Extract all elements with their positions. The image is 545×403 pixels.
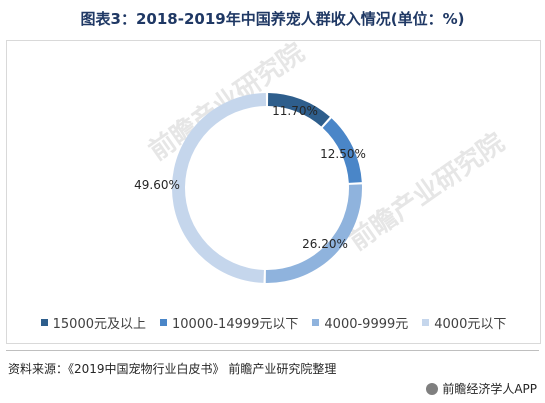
data-label: 11.70% [272,104,318,118]
brand-label: 前瞻经济学人APP [442,382,537,396]
legend-swatch [160,319,167,326]
donut-slice [322,118,362,183]
brand-footer: 前瞻经济学人APP [426,380,537,397]
watermark-text: 前瞻产业研究院 [343,127,510,257]
donut-chart: 前瞻产业研究院 前瞻产业研究院 11.70%12.50%26.20%49.60% [134,41,510,283]
legend-label: 15000元及以上 [52,317,146,332]
data-label: 12.50% [320,147,366,161]
data-label: 49.60% [134,178,180,192]
brand-logo-icon [426,382,439,395]
legend-swatch [422,319,430,326]
legend-label: 10000-14999元以下 [172,317,299,332]
legend-swatch [40,319,48,326]
legend-label: 4000-9999元 [324,317,409,332]
chart-legend: 15000元及以上 10000-14999元以下 4000-9999元 4000元以下 [7,313,540,332]
donut-slice [171,93,267,283]
donut-slice [267,93,330,127]
chart-title: 图表3：2018-2019年中国养宠人群收入情况(单位：%) [80,10,465,28]
legend-label: 4000元以下 [434,317,507,332]
donut-slice [265,184,362,283]
divider [6,350,539,351]
legend-item: 4000元以下 [422,313,506,332]
chart-container: 前瞻产业研究院 前瞻产业研究院 11.70% 12.50% 26.20% 49.60%… [6,40,541,344]
data-label: 26.20% [302,237,348,251]
legend-item: 15000元及以上 [40,313,146,332]
legend-swatch [312,319,320,326]
legend-item: 4000-9999元 [312,313,408,332]
legend-item: 10000-14999元以下 [160,313,298,332]
source-note: 资料来源：《2019中国宠物行业白皮书》 前瞻产业研究院整理 [8,362,337,376]
